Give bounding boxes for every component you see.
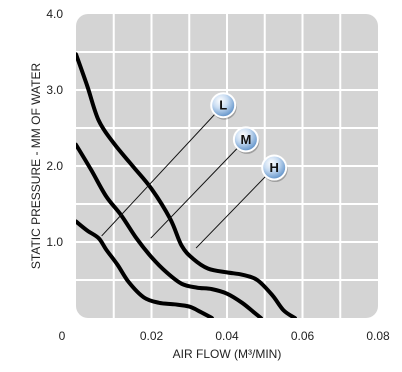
x-tick-label: 0 [59,329,66,343]
y-axis-ticks: 4.0 3.0 2.0 1.0 [46,7,63,249]
leader-line-M [150,139,247,239]
badge-label: M [240,132,251,147]
badge-circle [232,126,259,153]
curve-H [76,219,214,318]
badge-H: H [261,154,288,183]
leader-line-H [195,167,275,249]
badge-L: L [210,92,237,120]
badge-circle [210,92,237,119]
y-axis-label: STATIC PRESSURE - MM OF WATER [29,63,43,270]
x-tick-label: 0.08 [366,329,390,343]
leader-lines [101,104,275,249]
x-tick-label: 0.04 [215,329,239,343]
curve-M [76,142,263,318]
leader-line-L [101,104,224,237]
badge-label: H [269,160,278,175]
y-tick-label: 2.0 [46,159,63,173]
x-axis-label: AIR FLOW (M³/MIN) [173,347,282,361]
curves [76,52,297,318]
badge-label: L [219,98,227,113]
y-tick-label: 4.0 [46,7,63,21]
badge-M: M [232,126,260,154]
y-tick-label: 3.0 [46,83,63,97]
x-tick-label: 0.06 [291,329,315,343]
y-tick-label: 1.0 [46,235,63,249]
curve-L [76,52,297,318]
x-axis-ticks: 0 0.02 0.04 0.06 0.08 [59,329,390,343]
badge-circle [261,154,288,181]
curve-badges: L M H [210,92,288,183]
x-tick-label: 0.02 [140,329,164,343]
